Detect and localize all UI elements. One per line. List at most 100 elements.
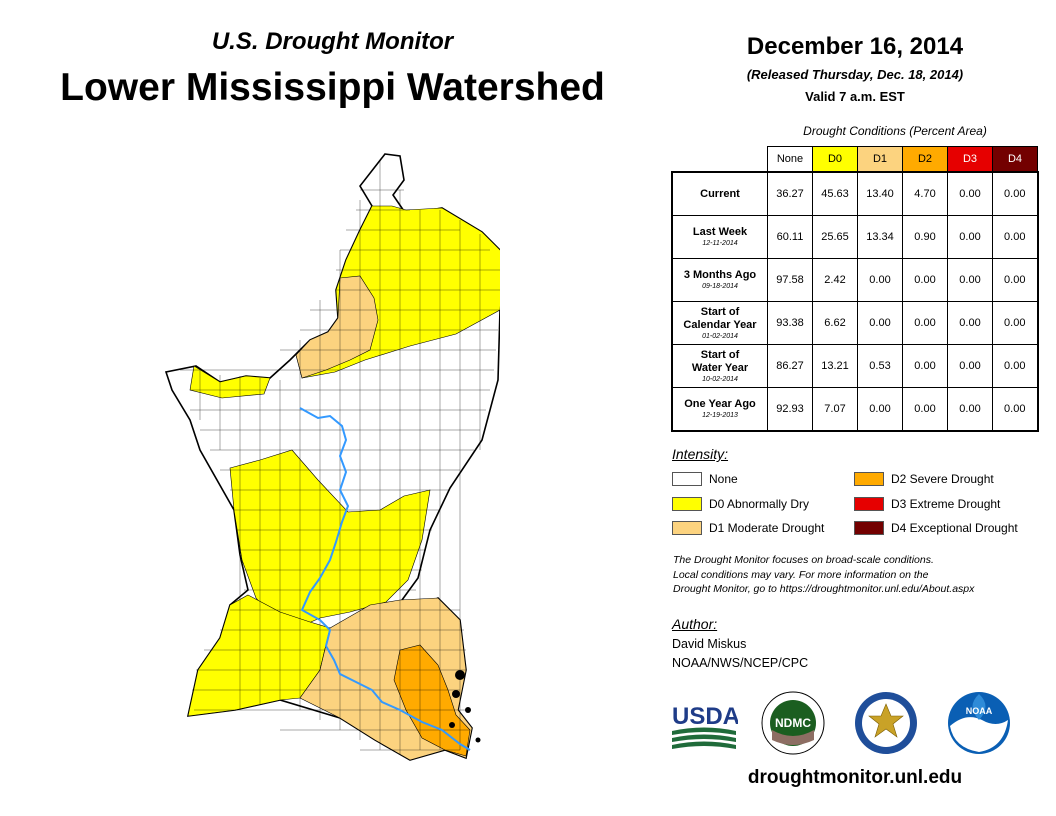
conditions-title: Drought Conditions (Percent Area) [803,124,987,138]
d2-area [393,644,471,757]
col-header-d2: D2 [902,146,948,173]
legend-label-none: None [709,472,738,486]
table-cell: 0.00 [947,344,993,388]
legend-item-d1: D1 Moderate Drought [672,520,824,536]
table-cell: 2.42 [812,258,858,302]
usda-logo: USDA [672,703,738,749]
disclaimer-note: The Drought Monitor focuses on broad-sca… [673,553,1043,597]
table-cell: 97.58 [767,258,813,302]
legend-swatch-d1 [672,521,702,535]
legend-swatch-d4 [854,521,884,535]
table-cell: 13.34 [857,215,903,259]
map-date: December 16, 2014 [746,33,964,60]
col-header-d0: D0 [812,146,858,173]
table-cell: 0.00 [992,171,1039,216]
legend-item-none: None [672,471,738,487]
drought-map [164,153,500,761]
county-lines [180,160,500,755]
row-label: Current [671,171,768,216]
table-row: One Year Ago 12-19-2013 92.93 7.07 0.00 0.00 0… [671,387,1039,432]
row-label: Last Week 12-11-2014 [671,215,768,259]
noaa-logo: NOAA [948,692,1010,754]
table-cell: 0.00 [947,387,993,432]
usda-logo-text: USDA [672,703,738,730]
note-line: The Drought Monitor focuses on broad-sca… [673,554,934,566]
table-cell: 0.00 [947,215,993,259]
table-cell: 93.38 [767,301,813,345]
gulf-marsh [449,670,481,743]
table-cell: 0.00 [902,344,948,388]
legend-item-d2: D2 Severe Drought [854,471,994,487]
row-date: 09-18-2014 [702,283,738,290]
table-cell: 0.00 [902,258,948,302]
table-cell: 0.00 [857,258,903,302]
legend-item-d3: D3 Extreme Drought [854,496,1000,512]
legend-label-d0: D0 Abnormally Dry [709,497,810,511]
site-url[interactable]: droughtmonitor.unl.edu [747,767,963,788]
table-cell: 0.00 [992,215,1039,259]
legend-label-d1: D1 Moderate Drought [709,521,825,535]
table-cell: 0.00 [902,387,948,432]
table-cell: 45.63 [812,171,858,216]
col-header-none: None [767,146,813,173]
table-cell: 0.00 [947,258,993,302]
row-label: Start of Calendar Year 01-02-2014 [671,301,768,345]
col-header-d4: D4 [992,146,1038,173]
table-cell: 0.00 [947,301,993,345]
col-header-d3: D3 [947,146,993,173]
table-header-row: None D0 D1 D2 D3 D4 [672,146,1038,173]
table-cell: 4.70 [902,171,948,216]
table-cell: 0.00 [992,301,1039,345]
table-cell: 36.27 [767,171,813,216]
table-cell: 0.53 [857,344,903,388]
legend-label-d2: D2 Severe Drought [891,472,994,486]
map-title: Lower Mississippi Watershed [60,66,605,109]
conditions-table: None D0 D1 D2 D3 D4 Current 36.27 45.63 13.… [671,146,1039,432]
table-cell: 0.00 [947,171,993,216]
legend-label-d3: D3 Extreme Drought [891,497,1001,511]
noaa-logo-text: NOAA [966,706,993,716]
table-cell: 7.07 [812,387,858,432]
table-cell: 6.62 [812,301,858,345]
table-cell: 92.93 [767,387,813,432]
table-cell: 86.27 [767,344,813,388]
author-org: NOAA/NWS/NCEP/CPC [672,656,809,670]
table-cell: 0.00 [992,387,1039,432]
legend-item-d4: D4 Exceptional Drought [854,520,1018,536]
table-cell: 13.21 [812,344,858,388]
legend-swatch-none [672,472,702,486]
legend-item-d0: D0 Abnormally Dry [672,496,809,512]
d0-west [189,365,271,399]
table-cell: 0.00 [857,387,903,432]
nws-logo [855,692,917,754]
mississippi-river [299,407,471,751]
table-row: Current 36.27 45.63 13.40 4.70 0.00 0.00 [671,171,1039,216]
row-label: 3 Months Ago 09-18-2014 [671,258,768,302]
table-cell: 0.00 [902,301,948,345]
row-date: 01-02-2014 [702,332,738,340]
valid-time: Valid 7 a.m. EST [805,89,905,104]
map-subtitle: U.S. Drought Monitor [211,28,454,55]
note-line: Local conditions may vary. For more info… [673,568,929,581]
note-line: Drought Monitor, go to https://droughtmo… [673,583,975,595]
row-label: One Year Ago 12-19-2013 [671,387,768,432]
table-row: Start of Water Year 10-02-2014 86.27 13.21 0.… [671,344,1039,388]
ndmc-logo-text: NDMC [775,716,811,730]
table-row: 3 Months Ago 09-18-2014 97.58 2.42 0.00 0.00 0… [671,258,1039,302]
legend-swatch-d2 [854,472,884,486]
table-cell: 0.90 [902,215,948,259]
table-cell: 0.00 [857,301,903,345]
table-cell: 60.11 [767,215,813,259]
table-cell: 13.40 [857,171,903,216]
table-cell: 0.00 [992,344,1039,388]
table-body: Current 36.27 45.63 13.40 4.70 0.00 0.00 Last W… [671,171,1039,432]
table-row: Start of Calendar Year 01-02-2014 93.38 6.62… [671,301,1039,345]
release-date: (Released Thursday, Dec. 18, 2014) [746,67,964,82]
row-date: 12-11-2014 [702,240,738,247]
legend-swatch-d3 [854,497,884,511]
table-corner [672,147,768,173]
author-name: David Miskus [672,637,747,651]
col-header-d1: D1 [857,146,903,173]
table-row: Last Week 12-11-2014 60.11 25.65 13.34 0.90 0.… [671,215,1039,259]
legend-swatch-d0 [672,497,702,511]
